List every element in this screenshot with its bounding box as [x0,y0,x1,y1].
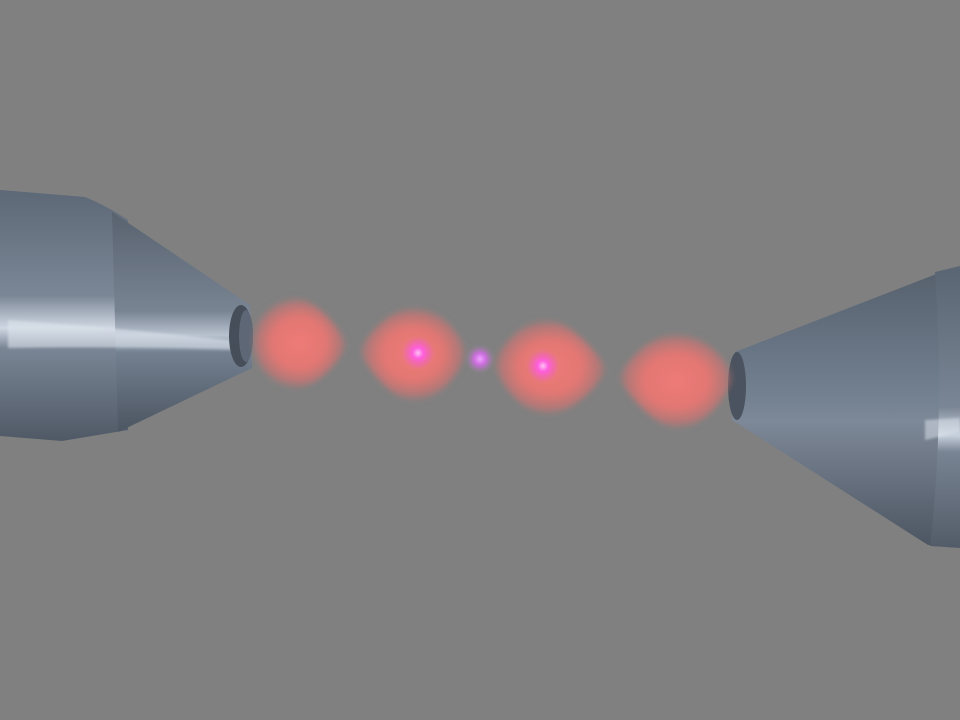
core-2 [465,344,495,374]
core-1 [400,335,436,371]
left-electrode [0,190,253,441]
left-electrode-shine [8,320,245,350]
right-electrode [728,266,960,548]
core-3 [525,348,561,384]
lobe-1 [250,296,348,390]
left-electrode-body [0,190,128,441]
right-electrode-body [930,266,960,548]
lobe-4 [617,332,735,430]
right-electrode-cone [732,268,960,547]
left-electrode-tip-face [239,310,253,362]
right-electrode-tip [728,352,746,420]
right-electrode-shine [925,418,960,440]
plasma-chain [250,296,735,430]
left-electrode-cone [112,212,252,432]
